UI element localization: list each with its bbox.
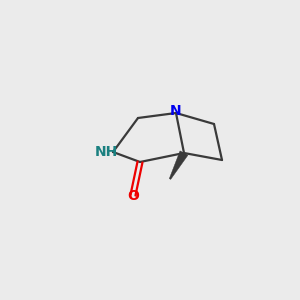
Polygon shape bbox=[169, 151, 188, 179]
Text: N: N bbox=[170, 104, 182, 118]
Text: NH: NH bbox=[94, 145, 118, 159]
Text: O: O bbox=[127, 189, 139, 203]
